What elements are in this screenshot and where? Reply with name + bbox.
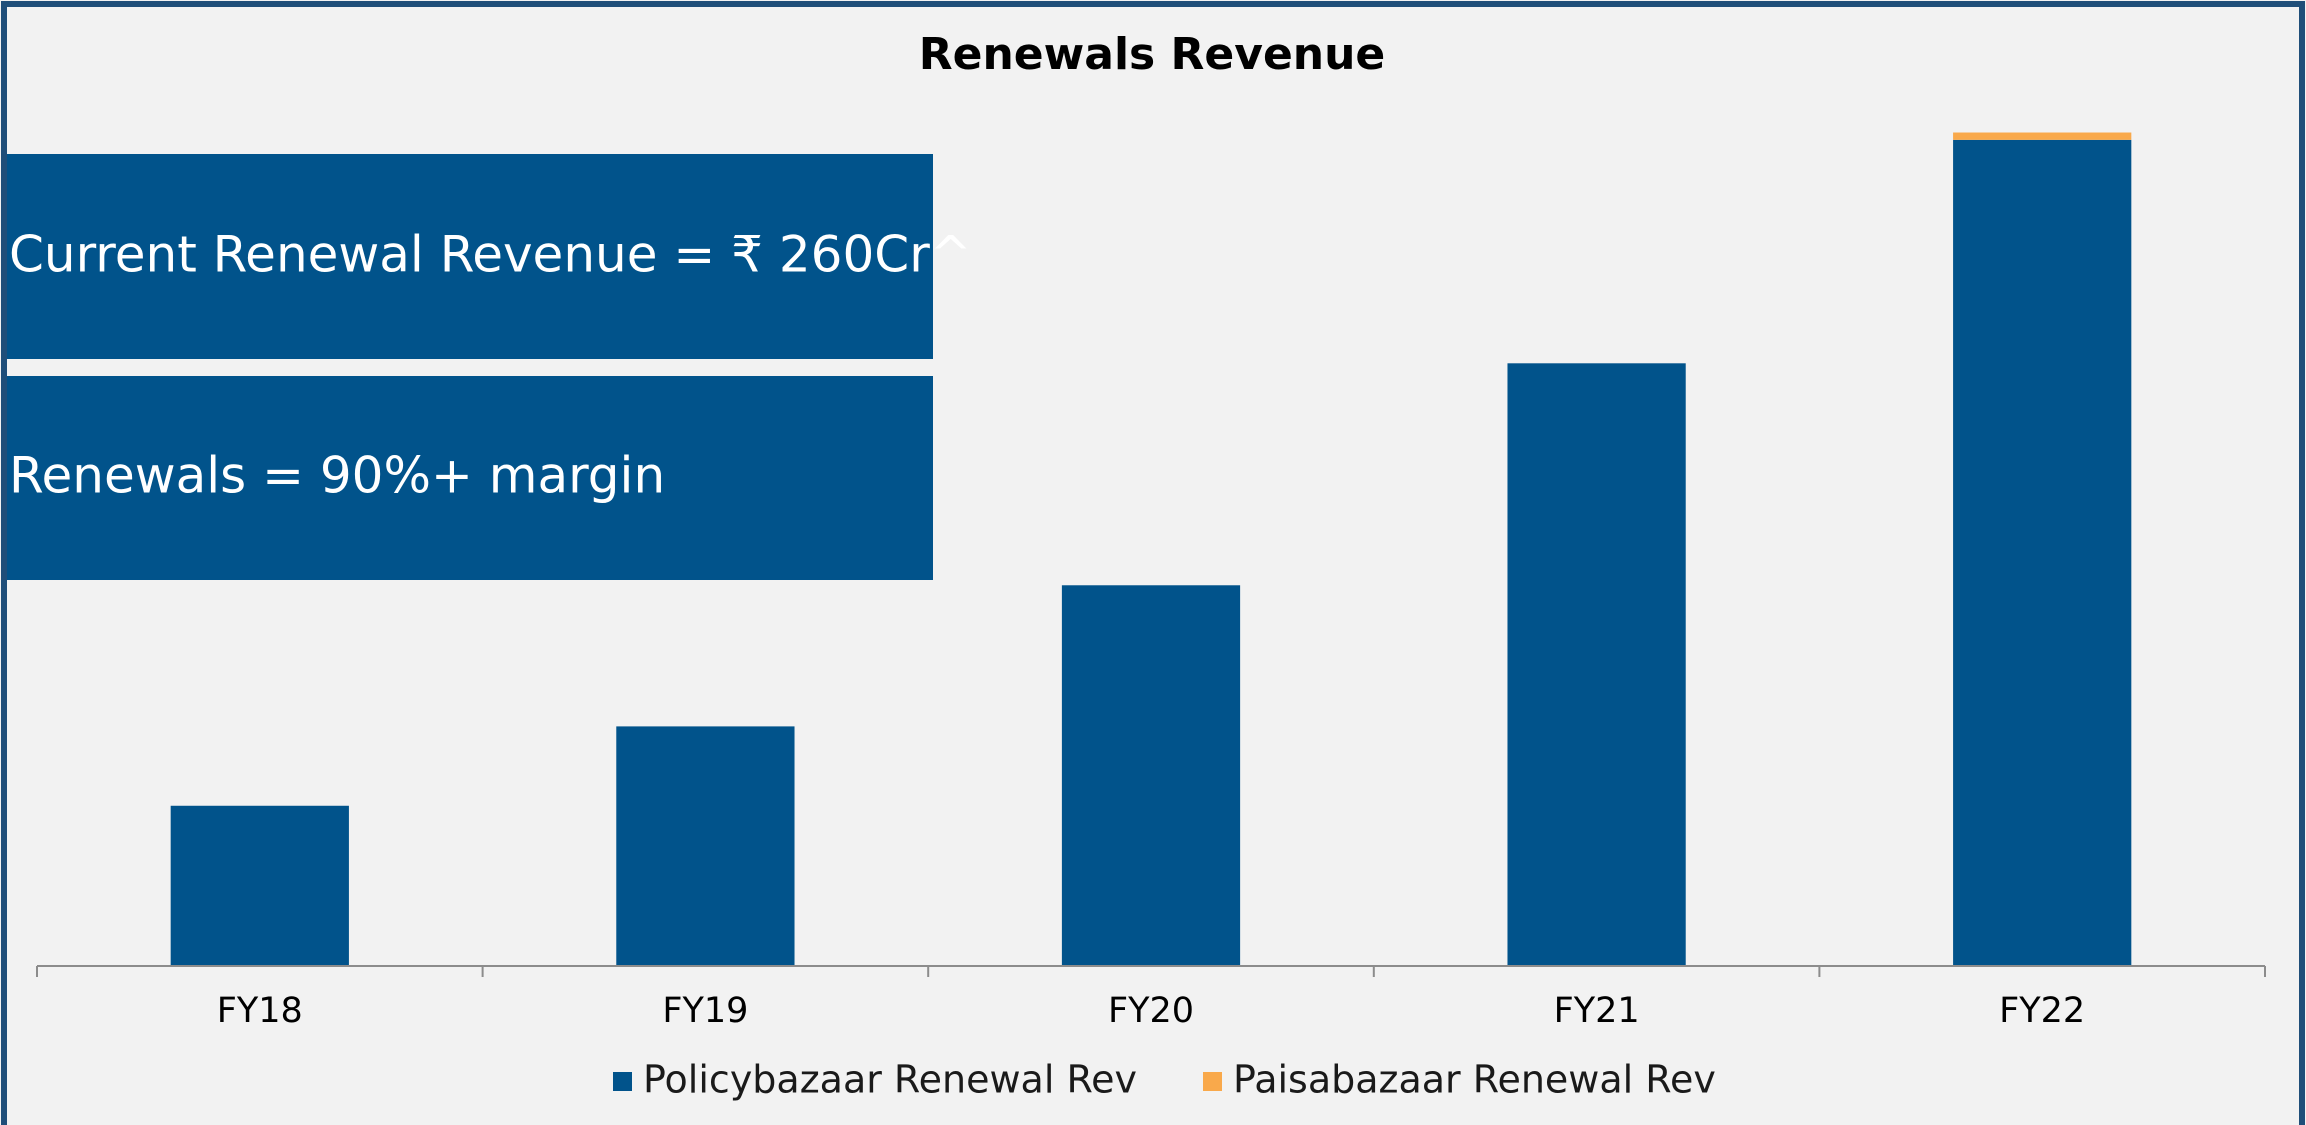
chart-title: Renewals Revenue <box>919 29 1386 80</box>
x-tick-label: FY20 <box>1108 991 1194 1031</box>
bar-segment <box>1953 132 2132 140</box>
legend-label: Paisabazaar Renewal Rev <box>1233 1058 1716 1102</box>
x-tick-label: FY22 <box>1999 991 2085 1031</box>
bar-segment <box>1953 139 2132 967</box>
annotation: Renewals = 90%+ margin <box>9 447 665 505</box>
legend-label: Policybazaar Renewal Rev <box>643 1058 1137 1102</box>
legend-swatch <box>1203 1072 1222 1091</box>
x-tick-label: FY21 <box>1554 991 1640 1031</box>
bar-segment <box>170 805 349 966</box>
annotation-box <box>7 376 933 580</box>
bar-segment <box>1061 585 1241 966</box>
x-tick-label: FY18 <box>217 991 303 1031</box>
legend-swatch <box>613 1072 632 1091</box>
bar-segment <box>616 726 795 966</box>
annotation: Current Renewal Revenue = ₹ 260Cr^ <box>9 226 972 284</box>
annotation-box <box>7 154 933 359</box>
plot-area: FY18 FY19 FY20 FY21 FY22 Policybazaar Renewal… <box>36 132 2266 1102</box>
bar-segment <box>1507 363 1686 966</box>
x-tick-label: FY19 <box>662 991 748 1031</box>
